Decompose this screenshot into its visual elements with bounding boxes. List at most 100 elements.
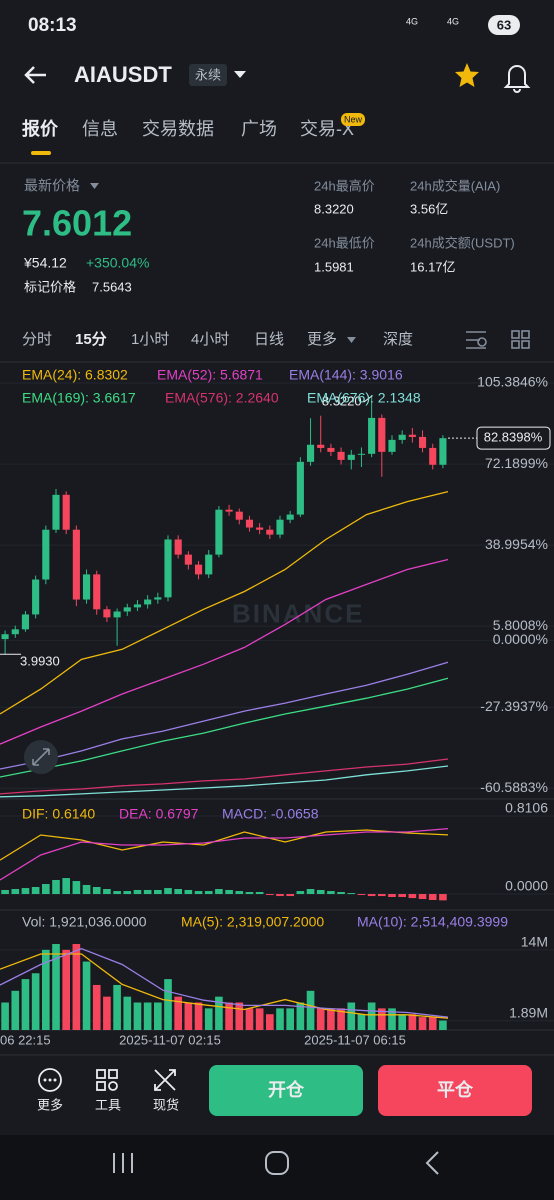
tab-bar: 报价 信息 交易数据 广场 交易-X (22, 118, 354, 139)
interval-tab[interactable]: 1小时 (131, 331, 169, 348)
volume-bar (42, 949, 50, 1030)
macd-bar (1, 889, 9, 895)
macd-bar (123, 891, 132, 895)
candle-body (103, 609, 111, 618)
candle-body (245, 519, 254, 528)
notification-bell[interactable] (503, 65, 531, 93)
volume-bar (255, 1008, 264, 1030)
volume-bar (82, 961, 91, 1030)
y-tick-label: -27.3937% (480, 698, 548, 714)
macd-bar (194, 891, 203, 895)
last-price-label: 最新价格 (24, 178, 80, 194)
x-tick-label: 06 22:15 (0, 1032, 51, 1047)
candle-body (327, 447, 335, 452)
close-label[interactable]: 平仓 (437, 1079, 474, 1100)
candle-body (368, 417, 376, 454)
tools-icon[interactable] (96, 1069, 118, 1091)
status-net: 4G (406, 16, 418, 26)
macd-bar (52, 879, 60, 895)
volume-bar (266, 1014, 274, 1030)
tab[interactable]: 广场 (241, 119, 277, 139)
x-tick-label: 2025-11-07 02:15 (119, 1032, 221, 1047)
candle-body (62, 494, 70, 530)
candle-body (123, 607, 131, 612)
volume-bar (103, 996, 111, 1030)
macd-bar (255, 892, 264, 895)
macd-bar (428, 894, 437, 900)
volume-bar (174, 996, 182, 1030)
tab-indicator (31, 151, 51, 155)
interval-tab[interactable]: 15分 (75, 331, 107, 348)
more-icon[interactable] (38, 1068, 62, 1092)
macd-bar (113, 891, 121, 895)
y-tick-label: 0.0000% (493, 631, 548, 647)
indicator-settings[interactable] (466, 331, 487, 349)
macd-bar (174, 889, 182, 895)
volume-bar (11, 990, 20, 1030)
volume-bar (357, 1014, 366, 1030)
volume-bar (388, 1008, 396, 1030)
candle-body (164, 539, 172, 598)
macd-bar (164, 888, 172, 895)
open-label[interactable]: 开仓 (268, 1079, 305, 1100)
candle-body (72, 529, 80, 600)
candle-body (337, 451, 345, 460)
toolbar-label[interactable]: 更多 (37, 1097, 63, 1112)
interval-tab[interactable]: 4小时 (191, 331, 229, 348)
volume-bar (154, 1002, 162, 1030)
y-tick-label: 38.9954% (485, 536, 548, 552)
favorite-star[interactable] (455, 63, 479, 87)
macd-bar (306, 889, 315, 895)
candle-body (266, 529, 274, 535)
tab[interactable]: 报价 (22, 118, 59, 139)
candle-body (215, 509, 223, 555)
candle-body (11, 629, 19, 635)
high-label: 24h最高价 (314, 178, 375, 193)
candle-body (408, 434, 416, 437)
candle-body (388, 439, 396, 452)
symbol-title[interactable]: AIAUSDT (74, 62, 172, 87)
tab[interactable]: 交易数据 (142, 119, 214, 139)
layout-toggle[interactable] (511, 330, 530, 349)
nav-back[interactable] (425, 1151, 439, 1175)
volume-bar (296, 1002, 305, 1030)
back-button[interactable] (24, 66, 46, 84)
interval-tab[interactable]: 更多 (307, 331, 337, 348)
close-button[interactable] (378, 1065, 532, 1116)
toolbar-label[interactable]: 现货 (153, 1097, 179, 1112)
chart-area: 105.3846% 72.1899% 38.9954% 5.8008%0.0000% -… (0, 367, 554, 1047)
last-price: 7.6012 (22, 203, 132, 244)
macd-bar (439, 894, 447, 901)
interval-bar: 分时 15分 1小时 4小时 日线 更多 深度 (22, 331, 413, 348)
spot-icon[interactable] (154, 1069, 176, 1091)
amount-label: 24h成交额(USDT) (410, 235, 515, 250)
symbol-dropdown[interactable] (234, 71, 246, 78)
new-badge: New (344, 114, 363, 124)
toolbar-label[interactable]: 工具 (95, 1097, 121, 1112)
fullscreen-button[interactable] (24, 740, 58, 774)
interval-tab[interactable]: 日线 (254, 331, 284, 348)
macd-bar (184, 889, 193, 895)
nav-recent[interactable] (113, 1153, 133, 1173)
candle-body (429, 447, 437, 465)
macd-bar (204, 891, 213, 895)
tab[interactable]: 交易-X (300, 119, 354, 139)
open-button[interactable] (209, 1065, 363, 1116)
interval-tab[interactable]: 深度 (383, 331, 413, 348)
candle-body (256, 527, 264, 530)
y-tick-label: 1.89M (509, 1004, 548, 1020)
legend-entry: MA(5): 2,319,007.2000 (181, 914, 324, 930)
y-tick-label: 0.8106 (505, 800, 548, 816)
low-marker: 3.9930 (20, 654, 60, 669)
macd-bar (154, 889, 162, 895)
legend-entry: EMA(576): 2.2640 (165, 390, 279, 406)
tab[interactable]: 信息 (82, 119, 118, 139)
candle-body (144, 599, 152, 605)
nav-home[interactable] (265, 1151, 289, 1175)
interval-tab[interactable]: 分时 (22, 331, 52, 348)
high-marker: 8.3220 (322, 394, 362, 409)
indicator-line (0, 765, 449, 798)
y-tick-label: 72.1899% (485, 455, 548, 471)
candle-body (276, 519, 284, 535)
indicator-line (0, 758, 449, 795)
